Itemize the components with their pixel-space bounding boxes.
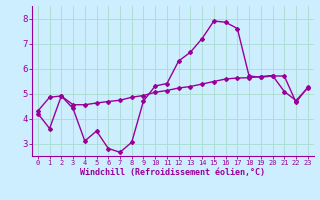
X-axis label: Windchill (Refroidissement éolien,°C): Windchill (Refroidissement éolien,°C): [80, 168, 265, 177]
